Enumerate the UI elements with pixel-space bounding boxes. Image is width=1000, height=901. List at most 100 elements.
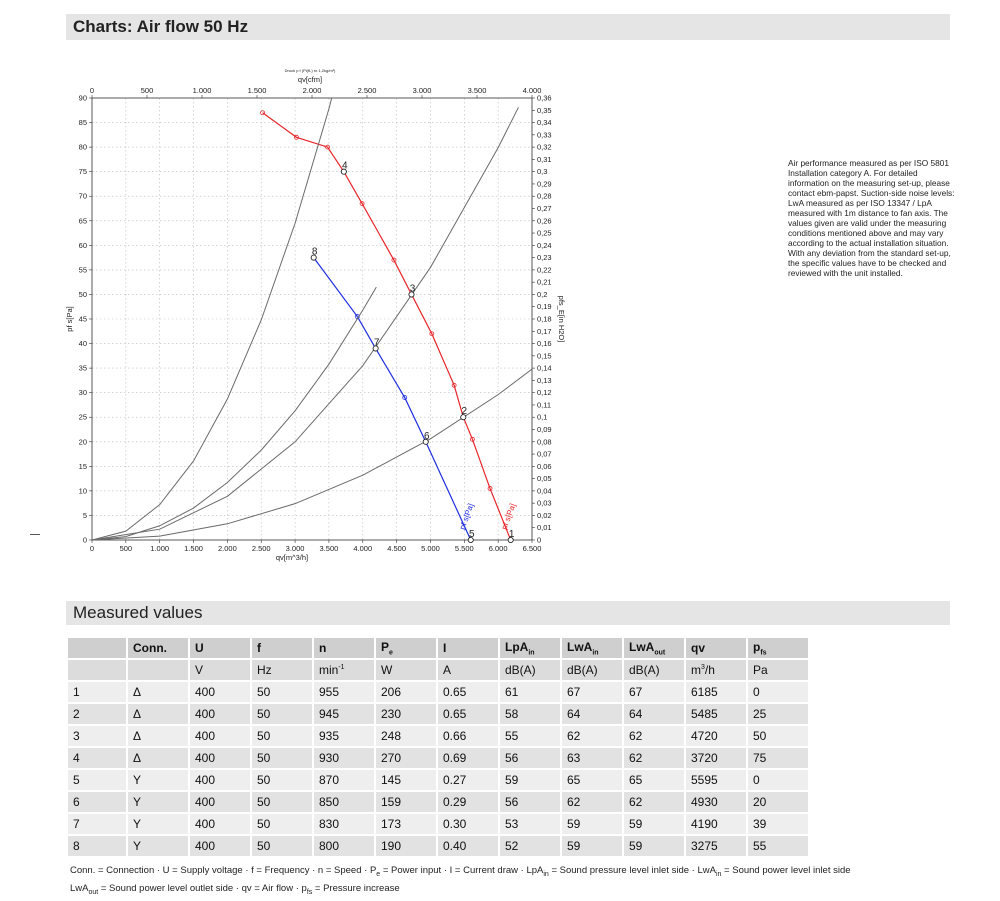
table-cell: 7	[68, 814, 126, 834]
y-axis-label: pf s[Pa]	[65, 306, 74, 331]
table-cell: 5595	[686, 770, 746, 790]
table-cell: 3720	[686, 748, 746, 768]
operating-point-label: 7	[374, 337, 380, 348]
col-unit: Hz	[252, 660, 312, 680]
col-unit: W	[376, 660, 436, 680]
col-unit: A	[438, 660, 498, 680]
y-right-tick-label: 0,1	[537, 413, 547, 422]
table-cell: 6	[68, 792, 126, 812]
table-cell: 56	[500, 748, 560, 768]
operating-point-label: 1	[509, 529, 515, 540]
col-unit: dB(A)	[624, 660, 684, 680]
y-right-tick-label: 0,27	[537, 204, 552, 213]
table-cell: 945	[314, 704, 374, 724]
table-cell: 930	[314, 748, 374, 768]
table-cell: 64	[562, 704, 622, 724]
col-unit: V	[190, 660, 250, 680]
y-tick-label: 55	[79, 265, 87, 274]
table-cell: 50	[252, 770, 312, 790]
table-cell: 800	[314, 836, 374, 856]
operating-point	[460, 414, 467, 421]
operating-point-label: 5	[469, 529, 475, 540]
x-tick-label: 0	[90, 544, 94, 553]
table-cell: 55	[748, 836, 808, 856]
operating-point	[372, 345, 379, 352]
measurement-note: Air performance measured as per ISO 5801…	[788, 158, 955, 278]
table-cell: 400	[190, 814, 250, 834]
table-cell: 935	[314, 726, 374, 746]
operating-point	[467, 536, 474, 543]
table-row: 6 Y 400 50 850 159 0.29 56 62 62 4930 20	[68, 792, 808, 812]
y-right-tick-label: 0,24	[537, 241, 552, 250]
table-cell: 5	[68, 770, 126, 790]
x-tick-label: 5.500	[455, 544, 474, 553]
y-tick-label: 60	[79, 241, 87, 250]
x-top-tick-label: 0	[90, 86, 94, 95]
table-row: 8 Y 400 50 800 190 0.40 52 59 59 3275 55	[68, 836, 808, 856]
table-cell: 0.65	[438, 704, 498, 724]
table-cell: 3275	[686, 836, 746, 856]
y-tick-label: 80	[79, 143, 87, 152]
y-right-tick-label: 0,18	[537, 315, 552, 324]
y-right-tick-label: 0,35	[537, 106, 552, 115]
y-tick-label: 15	[79, 462, 87, 471]
table-cell: 400	[190, 704, 250, 724]
chart-section-header: Charts: Air flow 50 Hz	[66, 14, 950, 40]
y-right-tick-label: 0	[537, 536, 541, 545]
x-tick-label: 3.500	[320, 544, 339, 553]
series-marker	[429, 331, 435, 337]
operating-point	[408, 291, 415, 298]
y-tick-label: 45	[79, 315, 87, 324]
table-cell: 0	[748, 682, 808, 702]
y-right-tick-label: 0,07	[537, 450, 552, 459]
table-cell: 75	[748, 748, 808, 768]
y-right-tick-label: 0,33	[537, 130, 552, 139]
y-right-tick-label: 0,15	[537, 351, 552, 360]
y-tick-label: 65	[79, 216, 87, 225]
table-cell: 1	[68, 682, 126, 702]
col-header: LwAout	[624, 638, 684, 658]
y-right-tick-label: 0,12	[537, 388, 552, 397]
table-cell: 20	[748, 792, 808, 812]
col-header: n	[314, 638, 374, 658]
table-cell: 8	[68, 836, 126, 856]
col-header: I	[438, 638, 498, 658]
y-right-tick-label: 0,25	[537, 229, 552, 238]
y-right-tick-label: 0,3	[537, 167, 547, 176]
y-right-tick-label: 0,01	[537, 523, 552, 532]
series-marker	[487, 486, 493, 491]
table-cell: 62	[562, 792, 622, 812]
table-cell: 6185	[686, 682, 746, 702]
operating-point-label: 6	[424, 431, 430, 442]
series-marker	[402, 395, 408, 400]
y-tick-label: 5	[83, 511, 87, 520]
table-cell: 39	[748, 814, 808, 834]
curve-label: pf s[Pa]	[500, 502, 518, 531]
table-cell: 58	[500, 704, 560, 724]
table-cell: 0.30	[438, 814, 498, 834]
table-cell: Y	[128, 770, 188, 790]
table-cell: Δ	[128, 726, 188, 746]
y-tick-label: 75	[79, 167, 87, 176]
table-cell: 248	[376, 726, 436, 746]
table-cell: 0	[748, 770, 808, 790]
measured-values-header: Measured values	[66, 601, 950, 625]
col-header: Conn.	[128, 638, 188, 658]
table-cell: 0.66	[438, 726, 498, 746]
table-cell: 2	[68, 704, 126, 724]
table-cell: 55	[500, 726, 560, 746]
table-cell: 230	[376, 704, 436, 724]
table-cell: 50	[252, 748, 312, 768]
abbreviation-legend: Conn. = Connection · U = Supply voltage …	[70, 864, 950, 900]
col-header: Pe	[376, 638, 436, 658]
series-line-0	[262, 112, 512, 540]
y-right-tick-label: 0,14	[537, 364, 552, 373]
series-line-3	[92, 98, 333, 540]
table-cell: 59	[624, 836, 684, 856]
series-marker	[325, 144, 330, 150]
y-right-tick-label: 0,05	[537, 474, 552, 483]
y-right-tick-label: 0,21	[537, 278, 552, 287]
table-cell: 0.27	[438, 770, 498, 790]
table-cell: 4	[68, 748, 126, 768]
